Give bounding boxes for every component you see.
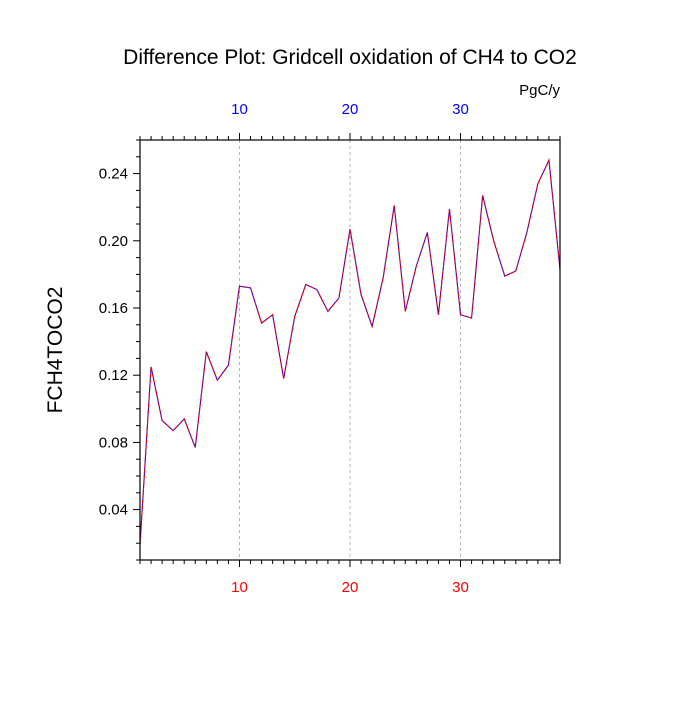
units-label: PgC/y	[519, 82, 560, 99]
y-tick-label: 0.20	[99, 233, 128, 250]
tick-labels-group: 10 20 30 10 20 30 0.04 0.08 0.12 0.16 0.20 0.24	[99, 101, 469, 596]
grid	[238, 140, 462, 560]
ticks-group	[133, 133, 561, 567]
x-tick-label-top: 10	[231, 101, 248, 118]
series-line-dash	[139, 158, 561, 545]
chart-title: Difference Plot: Gridcell oxidation of C…	[123, 46, 577, 69]
y-tick-label: 0.08	[99, 434, 128, 451]
x-tick-label-top: 20	[342, 101, 359, 118]
x-tick-label-bottom: 20	[342, 579, 359, 596]
y-tick-label: 0.16	[99, 300, 128, 317]
x-tick-label-top: 30	[452, 101, 469, 118]
y-tick-label: 0.24	[99, 166, 128, 183]
plot-frame	[139, 139, 561, 561]
y-axis-label: FCH4TOCO2	[44, 287, 67, 414]
y-tick-label: 0.12	[99, 367, 128, 384]
series-group	[139, 158, 561, 545]
x-tick-label-bottom: 30	[452, 579, 469, 596]
y-tick-label: 0.04	[99, 502, 128, 519]
x-tick-label-bottom: 10	[231, 579, 248, 596]
